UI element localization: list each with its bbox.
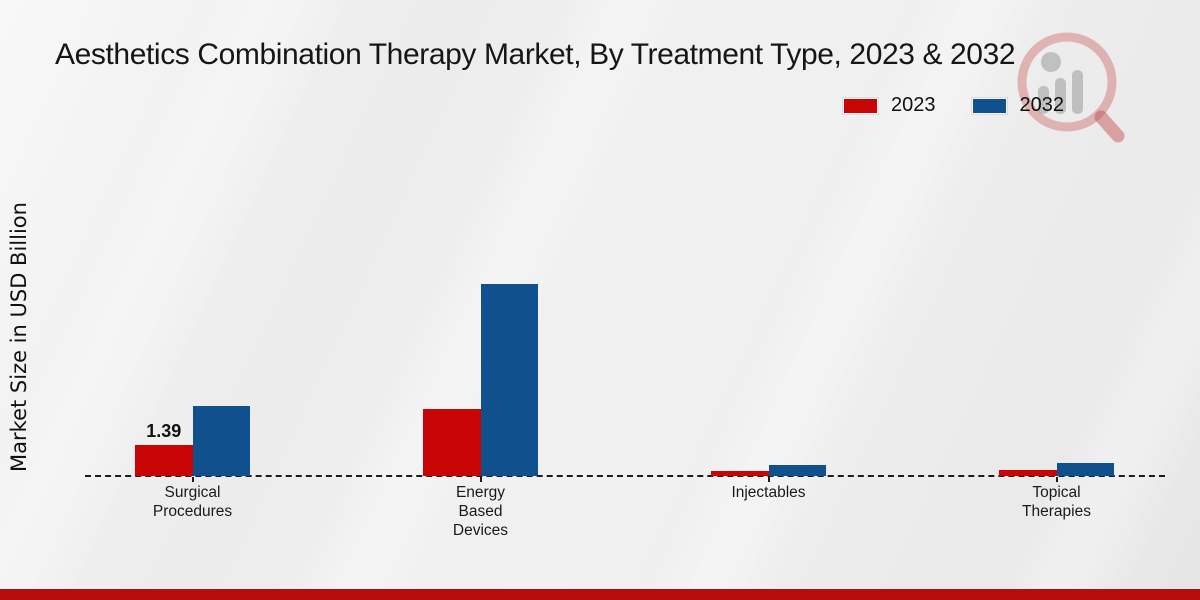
legend-label-2023: 2023 [891,94,936,116]
footer-red-band [0,589,1200,600]
x-axis-baseline [85,475,1165,477]
legend-label-2032: 2032 [1019,94,1065,116]
legend-item-2032: 2032 [971,94,1065,117]
category-label-injectables: Injectables [731,484,806,501]
legend-swatch-2032-icon [971,97,1007,114]
legend: 2023 2032 [843,94,1064,117]
x-axis-tick-surgical-procedures [191,477,194,482]
bar-value-label: 1.39 [146,421,182,441]
bar-2023-surgical-procedures [135,445,193,476]
bar-2032-energy-based-devices [480,284,538,476]
x-axis-tick-topical-therapies [1055,477,1058,482]
bar-2032-surgical-procedures [192,406,250,476]
chart-title: Aesthetics Combination Therapy Market, B… [55,38,1016,71]
legend-item-2023: 2023 [843,94,936,117]
x-axis-tick-energy-based-devices [479,477,482,482]
category-label-energy-based-devices: Energy Based Devices [452,484,509,539]
legend-swatch-2023-icon [843,97,878,114]
x-axis-tick-injectables [767,477,770,482]
category-label-topical-therapies: Topical Therapies [1022,484,1091,520]
bar-2032-injectables [768,465,826,476]
magnifier-bar-chart-logo-icon [1017,32,1125,143]
category-label-surgical-procedures: Surgical Procedures [152,484,233,520]
bar-2032-topical-therapies [1056,463,1114,476]
bar-2023-energy-based-devices [423,409,481,476]
bar-2023-topical-therapies [999,470,1057,476]
bar-2023-injectables [711,471,769,476]
